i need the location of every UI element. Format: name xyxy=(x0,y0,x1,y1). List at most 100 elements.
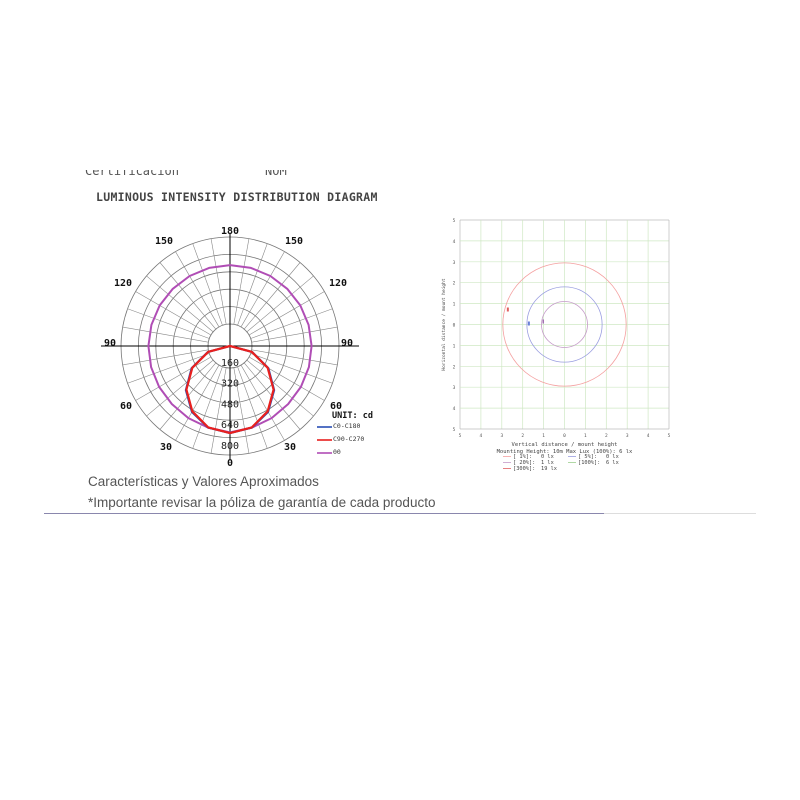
isolux-contour xyxy=(526,286,603,363)
grid-spoke xyxy=(146,359,214,417)
grid-spoke xyxy=(251,326,338,343)
x-tick-label: 5 xyxy=(668,433,671,439)
grid-spoke xyxy=(122,349,209,366)
legend-value: 6 lx xyxy=(606,460,619,466)
legend-value: 0 lx xyxy=(541,454,554,460)
y-tick-label: 1 xyxy=(453,343,456,349)
radial-tick-label: 160 xyxy=(221,358,239,369)
angle-label: 180 xyxy=(221,226,239,237)
radial-tick-label: 320 xyxy=(221,379,239,390)
x-tick-label: 2 xyxy=(605,433,608,439)
x-tick-label: 5 xyxy=(459,433,462,439)
x-tick-label: 3 xyxy=(500,433,503,439)
contour-marker xyxy=(542,319,545,324)
grid-spoke xyxy=(250,308,333,339)
grid-spoke xyxy=(175,251,220,328)
x-tick-label: 2 xyxy=(521,433,524,439)
angle-label: 60 xyxy=(330,401,342,412)
clipped-header: Certificación NOM xyxy=(85,170,385,181)
grid-spoke xyxy=(192,243,223,326)
y-tick-label: 2 xyxy=(453,281,456,287)
grid-spoke xyxy=(250,353,333,384)
grid-spoke xyxy=(210,238,227,325)
grid-spoke xyxy=(127,353,210,384)
angle-label: 120 xyxy=(114,278,132,289)
angle-label: 90 xyxy=(341,338,353,349)
legend-label: [300%]: xyxy=(513,466,535,472)
polar-chart-title: LUMINOUS INTENSITY DISTRIBUTION DIAGRAM xyxy=(96,190,378,204)
grid-spoke xyxy=(237,243,268,326)
x-tick-label: 4 xyxy=(647,433,650,439)
footer-note-1: Características y Valores Aproximados xyxy=(88,474,319,489)
contour-marker xyxy=(527,321,530,326)
angle-label: 150 xyxy=(155,236,173,247)
y-tick-label: 5 xyxy=(453,427,456,433)
legend-label: [ 1%]: xyxy=(513,454,532,460)
x-tick-label: 3 xyxy=(626,433,629,439)
nom-label: NOM xyxy=(265,170,287,178)
grid-spoke xyxy=(243,262,301,330)
legend-label: C90-C270 xyxy=(333,435,364,443)
angle-label: 90 xyxy=(104,338,116,349)
y-tick-label: 2 xyxy=(453,364,456,370)
certification-label: Certificación xyxy=(85,170,179,178)
y-axis-label: Horizontal distance / mount height xyxy=(441,278,447,370)
mounting-info: Mounting Height: 10m Max Lux (100%): 6 l… xyxy=(497,449,633,455)
x-axis-label: Vertical distance / mount height xyxy=(512,442,618,448)
legend-label: [ 5%]: xyxy=(578,454,597,460)
grid-spoke xyxy=(135,356,212,401)
angle-label: 0 xyxy=(227,458,233,469)
legend-value: 0 lx xyxy=(606,454,619,460)
angle-label: 150 xyxy=(285,236,303,247)
grid-spoke xyxy=(240,251,285,328)
grid-spoke xyxy=(246,275,314,333)
unit-label: UNIT: cd xyxy=(332,411,373,421)
y-tick-label: 0 xyxy=(453,323,456,329)
series-c90-c270 xyxy=(185,344,275,435)
legend-label: C0-C180 xyxy=(333,422,360,430)
isolux-contour xyxy=(541,301,588,348)
isolux-contour xyxy=(502,262,627,387)
grid-spoke xyxy=(246,359,314,417)
grid-spoke xyxy=(127,308,210,339)
y-tick-label: 4 xyxy=(453,239,456,245)
grid-spoke xyxy=(135,291,212,336)
grid-spoke xyxy=(175,364,220,441)
radial-tick-label: 640 xyxy=(221,420,239,431)
y-tick-label: 5 xyxy=(453,218,456,224)
divider xyxy=(44,513,604,514)
legend-label: [ 20%]: xyxy=(513,460,535,466)
radial-tick-label: 800 xyxy=(221,441,239,452)
x-tick-label: 1 xyxy=(584,433,587,439)
x-tick-label: 1 xyxy=(542,433,545,439)
grid-spoke xyxy=(146,275,214,333)
angle-label: 120 xyxy=(329,278,347,289)
grid-spoke xyxy=(237,366,268,449)
legend-value: 19 lx xyxy=(541,466,557,472)
divider-light xyxy=(604,513,756,514)
x-tick-label: 0 xyxy=(563,433,566,439)
grid-spoke xyxy=(233,367,250,454)
angle-label: 30 xyxy=(160,442,172,453)
grid-spoke xyxy=(248,356,325,401)
angle-label: 60 xyxy=(120,401,132,412)
polar-chart: 160 320 480 640 800 180 150 150 120 120 90 90 60 60 30… xyxy=(101,226,373,469)
grid-spoke xyxy=(210,367,227,454)
legend-label: [100%]: xyxy=(578,460,600,466)
grid-spoke xyxy=(248,291,325,336)
y-tick-label: 3 xyxy=(453,385,456,391)
grid-spoke xyxy=(159,262,217,330)
x-tick-label: 4 xyxy=(480,433,483,439)
grid-spoke xyxy=(233,238,250,325)
grid-spoke xyxy=(240,364,285,441)
y-tick-label: 4 xyxy=(453,406,456,412)
radial-tick-label: 480 xyxy=(221,399,239,410)
grid-spoke xyxy=(192,366,223,449)
angle-label: 30 xyxy=(284,442,296,453)
grid-spoke xyxy=(122,326,209,343)
legend-label: 00 xyxy=(333,448,341,456)
y-tick-label: 3 xyxy=(453,260,456,266)
contour-marker xyxy=(506,307,509,312)
y-tick-label: 1 xyxy=(453,302,456,308)
